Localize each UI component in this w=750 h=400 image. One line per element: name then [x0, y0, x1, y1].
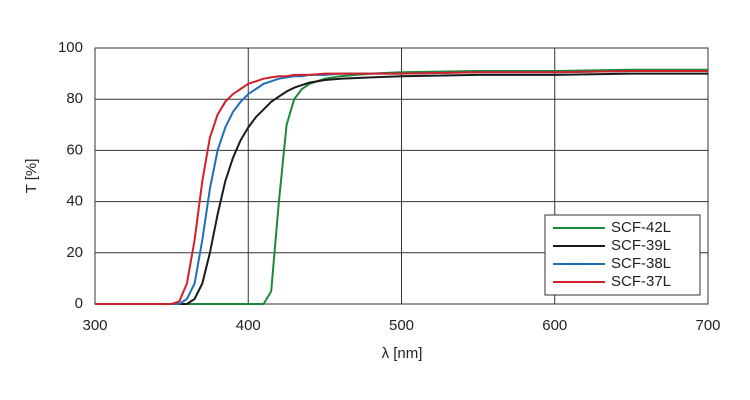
x-tick-label: 700	[695, 317, 720, 334]
x-tick-label: 400	[236, 317, 261, 334]
x-tick-label: 500	[389, 317, 414, 334]
y-tick-label: 20	[66, 244, 83, 261]
y-axis-label: T [%]	[23, 159, 40, 194]
y-tick-label: 100	[58, 39, 83, 56]
legend-label: SCF-38L	[611, 255, 671, 272]
legend-label: SCF-37L	[611, 273, 671, 290]
x-axis-label: λ [nm]	[382, 345, 423, 362]
legend-label: SCF-39L	[611, 237, 671, 254]
series-line	[95, 70, 708, 305]
y-tick-label: 60	[66, 141, 83, 158]
series-line	[95, 72, 708, 305]
x-tick-label: 300	[82, 317, 107, 334]
y-tick-label: 80	[66, 90, 83, 107]
y-tick-label: 40	[66, 193, 83, 210]
y-tick-label: 0	[75, 295, 83, 312]
x-tick-label: 600	[542, 317, 567, 334]
plot-frame	[94, 47, 709, 305]
legend-label: SCF-42L	[611, 219, 671, 236]
